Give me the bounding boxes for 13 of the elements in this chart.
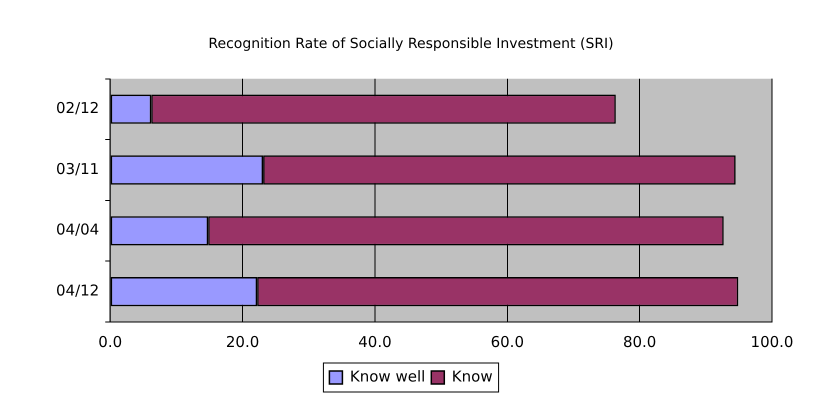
y-tick-label: 04/12 [56, 281, 100, 300]
x-tick-label: 40.0 [358, 332, 392, 351]
x-tick-label: 60.0 [490, 332, 524, 351]
chart-title: Recognition Rate of Socially Responsible Investment (SRI) [208, 36, 614, 52]
x-tick-label: 20.0 [226, 332, 260, 351]
y-tick-label: 04/04 [56, 220, 100, 239]
legend-label: Know well [350, 367, 426, 386]
y-tick-label: 03/11 [56, 160, 100, 178]
x-tick-label: 100.0 [750, 332, 794, 351]
y-tick-label: 02/12 [56, 99, 100, 118]
x-tick-label: 0.0 [98, 332, 122, 351]
x-tick-label: 80.0 [622, 332, 656, 351]
legend-label: Know [452, 367, 493, 386]
